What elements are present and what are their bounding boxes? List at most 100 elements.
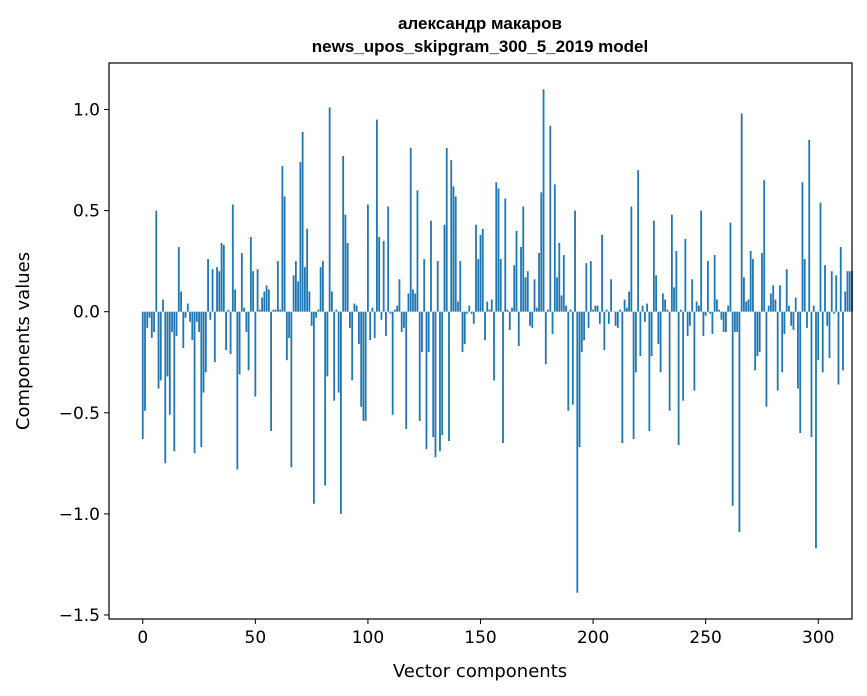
bar-19 bbox=[184, 311, 187, 318]
bar-272 bbox=[754, 311, 757, 371]
bar-168 bbox=[520, 246, 522, 312]
bar-305 bbox=[828, 311, 831, 359]
bar-63 bbox=[283, 196, 286, 312]
x-tick-label-300: 300 bbox=[802, 628, 834, 648]
bar-11 bbox=[166, 311, 169, 377]
bar-215 bbox=[625, 307, 628, 312]
bar-80 bbox=[321, 261, 324, 312]
bar-167 bbox=[517, 311, 520, 347]
bar-130 bbox=[434, 311, 437, 458]
bar-288 bbox=[790, 311, 793, 326]
bar-58 bbox=[272, 309, 275, 312]
bar-152 bbox=[484, 311, 486, 340]
bar-44 bbox=[240, 253, 243, 312]
bar-149 bbox=[477, 259, 480, 312]
bar-258 bbox=[722, 311, 725, 332]
bar-199 bbox=[589, 261, 592, 312]
y-tick-label-0.0: 0.0 bbox=[73, 303, 100, 323]
bar-98 bbox=[362, 311, 365, 421]
x-tick-label-50: 50 bbox=[245, 628, 267, 648]
bar-116 bbox=[403, 311, 405, 328]
bar-285 bbox=[783, 311, 786, 334]
bar-46 bbox=[245, 311, 248, 332]
bar-120 bbox=[412, 289, 414, 312]
bar-95 bbox=[355, 305, 358, 312]
bar-314 bbox=[848, 271, 851, 312]
bar-191 bbox=[571, 311, 574, 405]
bar-145 bbox=[468, 305, 471, 312]
bar-221 bbox=[639, 311, 642, 357]
bar-64 bbox=[285, 311, 288, 361]
bar-4 bbox=[150, 311, 153, 338]
bar-269 bbox=[747, 299, 750, 312]
bar-278 bbox=[767, 305, 770, 312]
bar-182 bbox=[551, 311, 554, 334]
bar-96 bbox=[358, 311, 360, 345]
bar-172 bbox=[529, 311, 531, 326]
bar-139 bbox=[454, 196, 457, 312]
bar-5 bbox=[153, 311, 155, 332]
bar-301 bbox=[819, 202, 822, 312]
bar-254 bbox=[713, 255, 716, 312]
bar-245 bbox=[693, 311, 696, 391]
bar-13 bbox=[171, 311, 173, 332]
bar-246 bbox=[695, 301, 698, 312]
bar-263 bbox=[734, 311, 736, 332]
y-tick-label-−1.0: −1.0 bbox=[59, 505, 100, 525]
bar-33 bbox=[216, 267, 218, 312]
bar-235 bbox=[670, 214, 673, 312]
bar-203 bbox=[598, 311, 601, 324]
bar-253 bbox=[711, 311, 714, 334]
bar-91 bbox=[346, 242, 349, 312]
bar-290 bbox=[794, 297, 797, 312]
bar-56 bbox=[267, 289, 270, 312]
bar-108 bbox=[385, 311, 387, 336]
bar-179 bbox=[544, 311, 547, 365]
bar-250 bbox=[704, 311, 707, 316]
y-axis-ticks: 1.0 0.5 0.0 −0.5 −1.0 −1.5 bbox=[59, 101, 109, 626]
bar-69 bbox=[297, 281, 300, 312]
bar-162 bbox=[506, 309, 509, 312]
bar-213 bbox=[621, 311, 624, 444]
bar-165 bbox=[513, 265, 516, 312]
bar-74 bbox=[308, 291, 311, 312]
bar-232 bbox=[664, 299, 667, 312]
bar-7 bbox=[157, 311, 160, 389]
bar-127 bbox=[427, 311, 430, 353]
bar-3 bbox=[148, 311, 151, 318]
bar-193 bbox=[576, 311, 579, 593]
bar-129 bbox=[432, 311, 435, 438]
bar-82 bbox=[326, 311, 329, 377]
bar-211 bbox=[616, 311, 619, 328]
bar-226 bbox=[650, 311, 653, 357]
bar-2 bbox=[146, 311, 149, 328]
bar-207 bbox=[607, 311, 610, 324]
bar-12 bbox=[168, 311, 171, 415]
bar-163 bbox=[508, 311, 511, 330]
bar-201 bbox=[594, 305, 597, 312]
bar-202 bbox=[596, 305, 599, 312]
bar-8 bbox=[159, 311, 162, 381]
bar-101 bbox=[369, 311, 372, 340]
bar-75 bbox=[310, 311, 313, 326]
bar-54 bbox=[263, 291, 266, 312]
bar-157 bbox=[495, 182, 498, 312]
bar-295 bbox=[806, 311, 808, 328]
bar-66 bbox=[290, 311, 293, 468]
bar-103 bbox=[373, 311, 376, 338]
bar-118 bbox=[407, 293, 410, 312]
bar-92 bbox=[349, 311, 351, 328]
bar-200 bbox=[592, 309, 594, 312]
bar-236 bbox=[673, 287, 676, 312]
bar-123 bbox=[418, 311, 421, 421]
bar-62 bbox=[281, 166, 284, 312]
bar-171 bbox=[526, 271, 529, 312]
bars-group bbox=[141, 89, 853, 593]
bar-234 bbox=[668, 311, 671, 411]
bar-282 bbox=[776, 311, 779, 391]
bar-119 bbox=[409, 147, 412, 312]
bar-112 bbox=[394, 309, 396, 312]
bar-292 bbox=[799, 311, 802, 433]
bar-10 bbox=[164, 311, 167, 464]
bar-90 bbox=[344, 214, 347, 312]
